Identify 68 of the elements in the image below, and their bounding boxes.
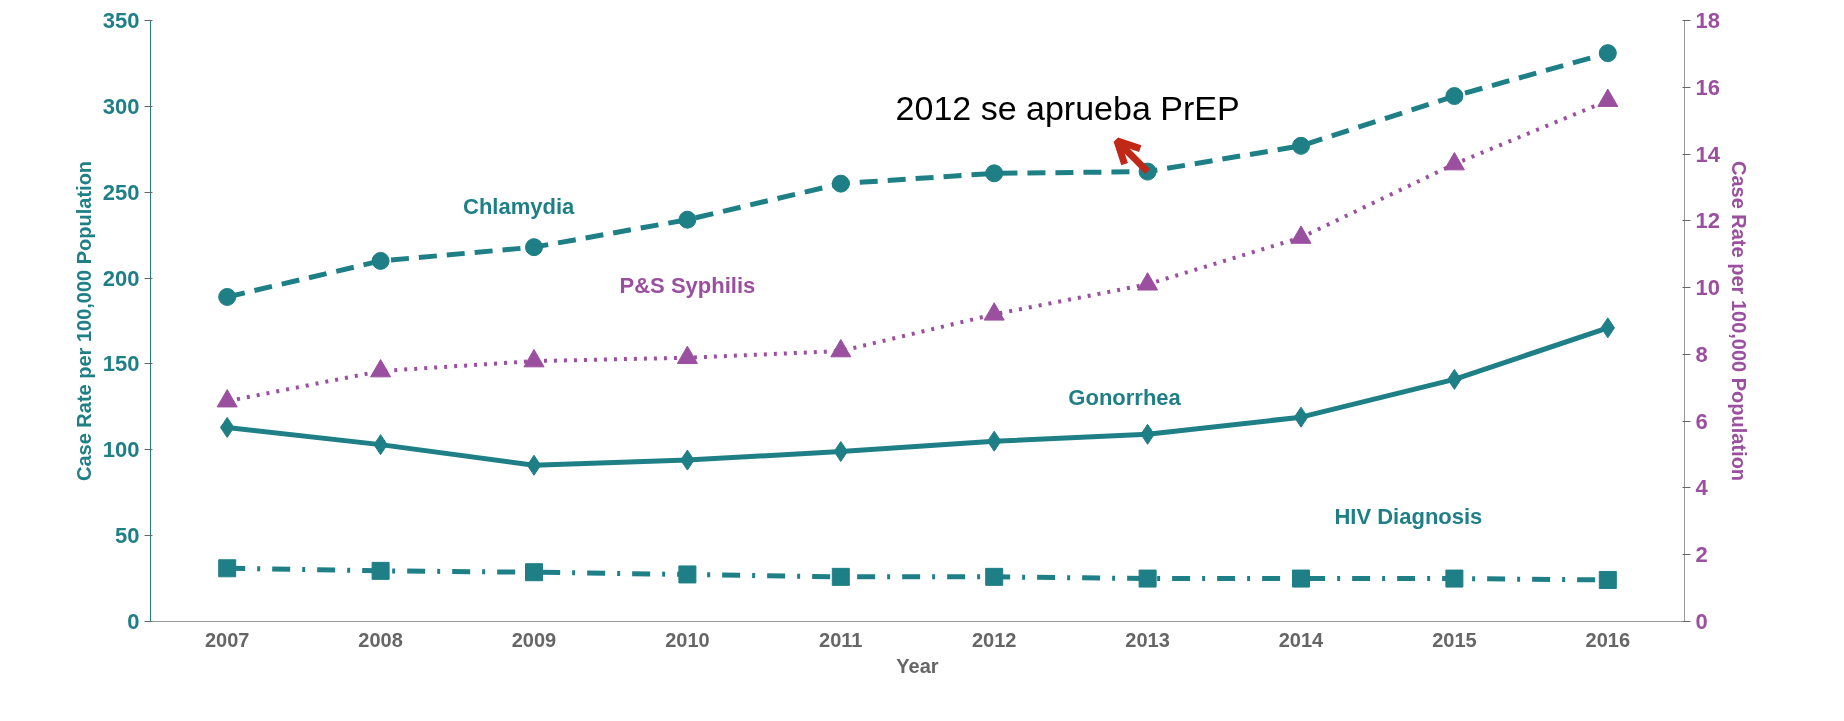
y2-tick-label: 10 (1695, 275, 1720, 301)
point (1445, 569, 1464, 588)
point (1138, 569, 1157, 588)
y2-tick-label: 14 (1695, 141, 1721, 167)
point (1137, 272, 1159, 291)
annotation: 2012 se aprueba PrEP (895, 88, 1240, 127)
x-tick-label: 2010 (665, 628, 710, 651)
point (830, 339, 852, 358)
point (371, 561, 390, 580)
y2-tick-label: 18 (1695, 8, 1720, 33)
y2-tick-label: 16 (1695, 74, 1720, 100)
point (678, 565, 697, 584)
y-tick-label: 0 (127, 609, 140, 634)
point (678, 210, 697, 229)
x-tick-label: 2013 (1125, 628, 1170, 651)
y-tick-label: 200 (102, 265, 140, 291)
x-tick-label: 2011 (819, 628, 863, 651)
y-tick-label: 150 (102, 351, 140, 377)
y-tick-label: 350 (102, 8, 140, 33)
x-tick-label: 2014 (1278, 628, 1325, 651)
point (218, 287, 237, 306)
text: P&S Syphilis (619, 272, 756, 298)
y2-tick-label: 12 (1695, 208, 1720, 234)
y2-tick-label: 2 (1695, 542, 1708, 568)
point (1292, 569, 1310, 588)
point (676, 345, 698, 364)
series-label: Chlamydia (463, 193, 576, 219)
point (1598, 570, 1617, 589)
point (1597, 88, 1619, 107)
x-tick-label: 2008 (358, 628, 403, 651)
point (831, 174, 850, 193)
point (1292, 136, 1310, 155)
point (985, 567, 1004, 586)
point (831, 567, 850, 586)
point (1290, 225, 1312, 244)
x-tick-label: 2015 (1432, 628, 1477, 651)
point (526, 454, 542, 476)
y2-tick-label: 4 (1695, 475, 1709, 501)
y2-tick-label: 0 (1695, 609, 1708, 634)
point (983, 302, 1005, 321)
y-tick-label: 100 (102, 437, 140, 463)
point (370, 359, 392, 378)
point (525, 238, 543, 257)
x-tick-label: 2009 (511, 628, 557, 651)
point (1598, 44, 1617, 63)
x-tick-label: 2012 (971, 628, 1017, 651)
series-label: Gonorrhea (1068, 385, 1182, 411)
point (1443, 152, 1465, 171)
point (985, 164, 1004, 183)
y-axis-title: Case Rate per 100,000 Population (72, 160, 95, 482)
point (833, 441, 848, 462)
y2-axis-title: Case Rate per 100,000 Population (1727, 160, 1750, 482)
y2-tick-label: 8 (1695, 341, 1708, 367)
y2-tick-label: 6 (1695, 408, 1708, 434)
point (1445, 87, 1464, 106)
point (525, 563, 543, 582)
y-tick-label: 250 (102, 179, 140, 205)
y-tick-label: 300 (102, 93, 140, 119)
text: HIV Diagnosis (1334, 503, 1483, 529)
x-axis-title: Year (896, 654, 939, 677)
x-tick-label: 2007 (204, 628, 250, 651)
point (218, 559, 237, 578)
x-tick-label: 2016 (1585, 628, 1631, 651)
point (523, 349, 545, 368)
point (216, 389, 238, 408)
point (371, 251, 390, 270)
point (1293, 406, 1309, 428)
y-tick-label: 50 (115, 523, 140, 549)
